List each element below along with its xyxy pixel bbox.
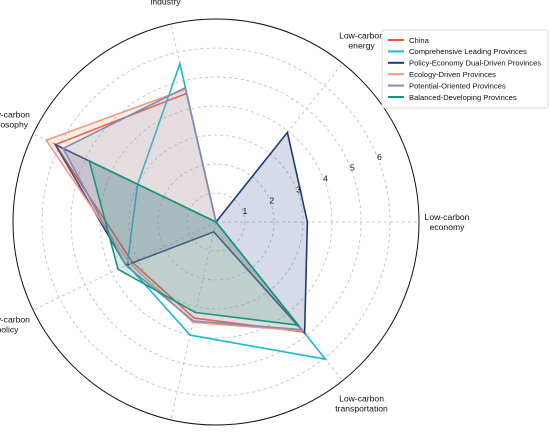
- tick-label-6: 6: [377, 152, 382, 162]
- tick-label-3: 3: [296, 184, 301, 194]
- axis-label-4-line-2: philosophy: [0, 120, 29, 130]
- grid-ring-1: [186, 192, 246, 252]
- spoke-2: [215, 63, 343, 223]
- legend-label-4: Ecology-Driven Provinces: [409, 70, 496, 79]
- tick-label-2: 2: [269, 195, 274, 205]
- axis-label-2-line-2: energy: [348, 41, 375, 51]
- axis-label-1-line-1: Low-carbon: [425, 212, 470, 222]
- axis-label-7-line-2: transportation: [335, 403, 388, 413]
- spoke-6: [170, 221, 217, 420]
- legend-label-1: China: [409, 36, 430, 45]
- axis-label-7-line-1: Low-carbon: [339, 393, 384, 403]
- axis-label-5: Low-carbonpolicy: [0, 314, 30, 334]
- axis-label-4: Low-carbonphilosophy: [0, 110, 30, 130]
- radar-labels: 123456Low-carboneconomyLow-carbonenergyL…: [0, 0, 470, 413]
- axis-label-2: Low-carbon energy: [339, 31, 384, 51]
- axis-label-3-line-2: industry: [150, 0, 181, 7]
- series-6-polygon: [88, 159, 301, 327]
- axis-label-4-line-1: Low-carbon: [0, 110, 30, 120]
- grid-ring-2: [157, 163, 275, 281]
- axis-label-5-line-2: policy: [0, 324, 19, 334]
- tick-label-5: 5: [350, 163, 355, 173]
- radar-series: [44, 60, 328, 361]
- axis-label-5-line-1: Low-carbon: [0, 314, 30, 324]
- outer-circle: [12, 18, 420, 426]
- legend-label-2: Comprehensive Leading Provinces: [409, 47, 527, 56]
- tick-label-1: 1: [242, 206, 247, 216]
- series-5-polygon: [62, 86, 304, 331]
- spoke-5: [32, 221, 217, 311]
- legend-label-5: Potential-Oriented Provinces: [409, 81, 506, 90]
- axis-label-1: Low-carbon economy: [425, 212, 470, 232]
- legend: China Comprehensive Leading Provinces Poli…: [381, 29, 549, 109]
- axis-label-1-line-2: economy: [430, 222, 466, 232]
- axis-label-3: Low-carbonindustry: [143, 0, 188, 7]
- legend-label-6: Balanced-Developing Provinces: [409, 93, 517, 102]
- spoke-3: [170, 24, 217, 223]
- axis-label-2-line-1: Low-carbon: [339, 31, 384, 41]
- legend-label-3: Policy-Economy Dual-Driven Provinces: [409, 59, 541, 68]
- tick-label-4: 4: [323, 174, 328, 184]
- axis-label-7: Low-carbon transportation: [335, 393, 388, 413]
- legend-box: [381, 29, 549, 109]
